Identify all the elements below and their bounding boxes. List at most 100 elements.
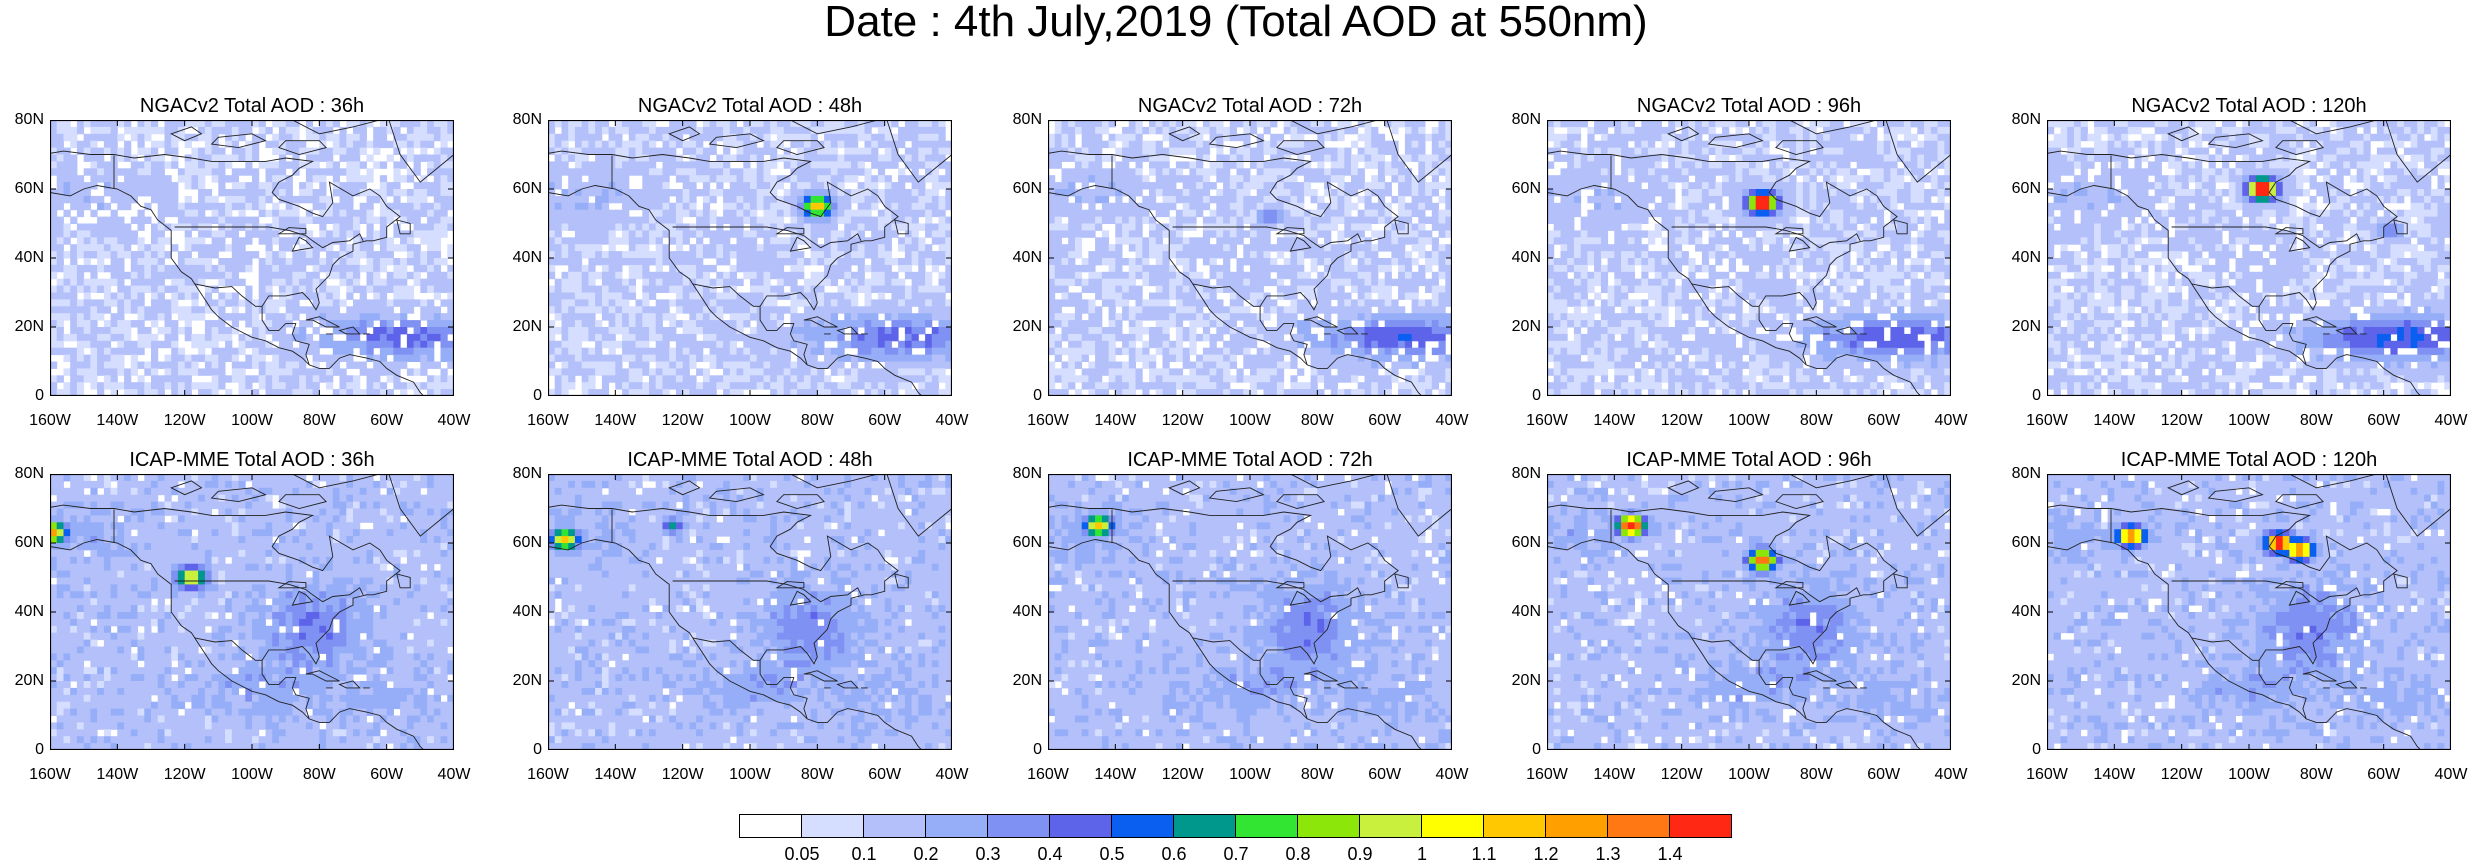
- panel-title: ICAP-MME Total AOD : 72h: [1048, 448, 1452, 472]
- y-tick-label: 40N: [15, 249, 44, 267]
- aod-map: [2047, 474, 2451, 750]
- aod-map: [50, 474, 454, 750]
- y-tick-label: 60N: [2012, 534, 2041, 552]
- colorbar-swatch: [1421, 814, 1484, 838]
- panel-title: ICAP-MME Total AOD : 36h: [50, 448, 454, 472]
- x-tick-label: 140W: [2093, 412, 2135, 430]
- x-tick-label: 100W: [1728, 412, 1770, 430]
- panel-title: NGACv2 Total AOD : 96h: [1547, 94, 1951, 118]
- y-tick-label: 20N: [1013, 318, 1042, 336]
- y-tick-label: 0: [1532, 387, 1541, 405]
- x-tick-label: 100W: [231, 412, 273, 430]
- x-tick-label: 60W: [370, 766, 403, 784]
- colorbar-swatch: [863, 814, 926, 838]
- x-tick-label: 60W: [1368, 766, 1401, 784]
- y-tick-label: 80N: [2012, 465, 2041, 483]
- x-tick-label: 40W: [2435, 412, 2468, 430]
- y-tick-label: 0: [35, 387, 44, 405]
- y-tick-label: 20N: [1512, 318, 1541, 336]
- x-tick-label: 100W: [1229, 412, 1271, 430]
- x-tick-label: 100W: [231, 766, 273, 784]
- y-tick-label: 60N: [1512, 180, 1541, 198]
- y-tick-label: 60N: [513, 180, 542, 198]
- y-tick-label: 40N: [513, 249, 542, 267]
- panel-title: ICAP-MME Total AOD : 96h: [1547, 448, 1951, 472]
- colorbar-swatch: [925, 814, 988, 838]
- aod-map: [50, 120, 454, 396]
- x-tick-label: 120W: [662, 766, 704, 784]
- panel-title: NGACv2 Total AOD : 36h: [50, 94, 454, 118]
- y-tick-label: 40N: [1512, 249, 1541, 267]
- x-tick-label: 120W: [164, 766, 206, 784]
- colorbar-swatch: [1359, 814, 1422, 838]
- x-tick-label: 140W: [1094, 766, 1136, 784]
- main-title: Date : 4th July,2019 (Total AOD at 550nm…: [0, 0, 2472, 44]
- colorbar-swatch: [1049, 814, 1112, 838]
- aod-map: [548, 120, 952, 396]
- y-tick-label: 0: [1033, 741, 1042, 759]
- x-tick-label: 100W: [1728, 766, 1770, 784]
- y-tick-label: 80N: [1013, 465, 1042, 483]
- x-tick-label: 40W: [1935, 412, 1968, 430]
- x-tick-label: 160W: [527, 766, 569, 784]
- x-tick-label: 120W: [164, 412, 206, 430]
- y-tick-label: 60N: [513, 534, 542, 552]
- x-tick-label: 140W: [1593, 412, 1635, 430]
- x-tick-label: 60W: [2367, 766, 2400, 784]
- colorbar-boxes: [740, 814, 1732, 838]
- y-tick-label: 60N: [1013, 180, 1042, 198]
- y-tick-label: 0: [35, 741, 44, 759]
- x-tick-label: 60W: [1368, 412, 1401, 430]
- colorbar-swatch: [987, 814, 1050, 838]
- y-tick-label: 40N: [513, 603, 542, 621]
- y-tick-label: 40N: [2012, 249, 2041, 267]
- panel-title: NGACv2 Total AOD : 72h: [1048, 94, 1452, 118]
- y-tick-label: 40N: [1512, 603, 1541, 621]
- y-tick-label: 0: [533, 387, 542, 405]
- y-tick-label: 20N: [1013, 672, 1042, 690]
- colorbar-swatch: [801, 814, 864, 838]
- x-tick-label: 120W: [1162, 412, 1204, 430]
- x-tick-label: 120W: [2161, 766, 2203, 784]
- x-tick-label: 120W: [1162, 766, 1204, 784]
- colorbar-swatch: [1111, 814, 1174, 838]
- x-tick-label: 160W: [1027, 766, 1069, 784]
- x-tick-label: 80W: [801, 766, 834, 784]
- colorbar-swatch: [1545, 814, 1608, 838]
- x-tick-label: 80W: [1800, 766, 1833, 784]
- map-frame: [2047, 120, 2451, 396]
- x-tick-label: 40W: [936, 766, 969, 784]
- x-tick-label: 140W: [1094, 412, 1136, 430]
- panel-title: ICAP-MME Total AOD : 120h: [2047, 448, 2451, 472]
- map-frame: [1547, 120, 1951, 396]
- x-tick-label: 80W: [2300, 412, 2333, 430]
- aod-map: [548, 474, 952, 750]
- map-frame: [50, 120, 454, 396]
- panel-title: ICAP-MME Total AOD : 48h: [548, 448, 952, 472]
- y-tick-label: 20N: [2012, 318, 2041, 336]
- x-tick-label: 100W: [2228, 412, 2270, 430]
- x-tick-label: 60W: [1867, 412, 1900, 430]
- map-frame: [50, 474, 454, 750]
- colorbar-swatch: [739, 814, 802, 838]
- y-tick-label: 80N: [513, 465, 542, 483]
- map-frame: [2047, 474, 2451, 750]
- x-tick-label: 100W: [2228, 766, 2270, 784]
- colorbar-swatch: [1669, 814, 1732, 838]
- x-tick-label: 60W: [868, 412, 901, 430]
- x-tick-label: 60W: [868, 766, 901, 784]
- x-tick-label: 140W: [2093, 766, 2135, 784]
- y-tick-label: 40N: [2012, 603, 2041, 621]
- x-tick-label: 140W: [1593, 766, 1635, 784]
